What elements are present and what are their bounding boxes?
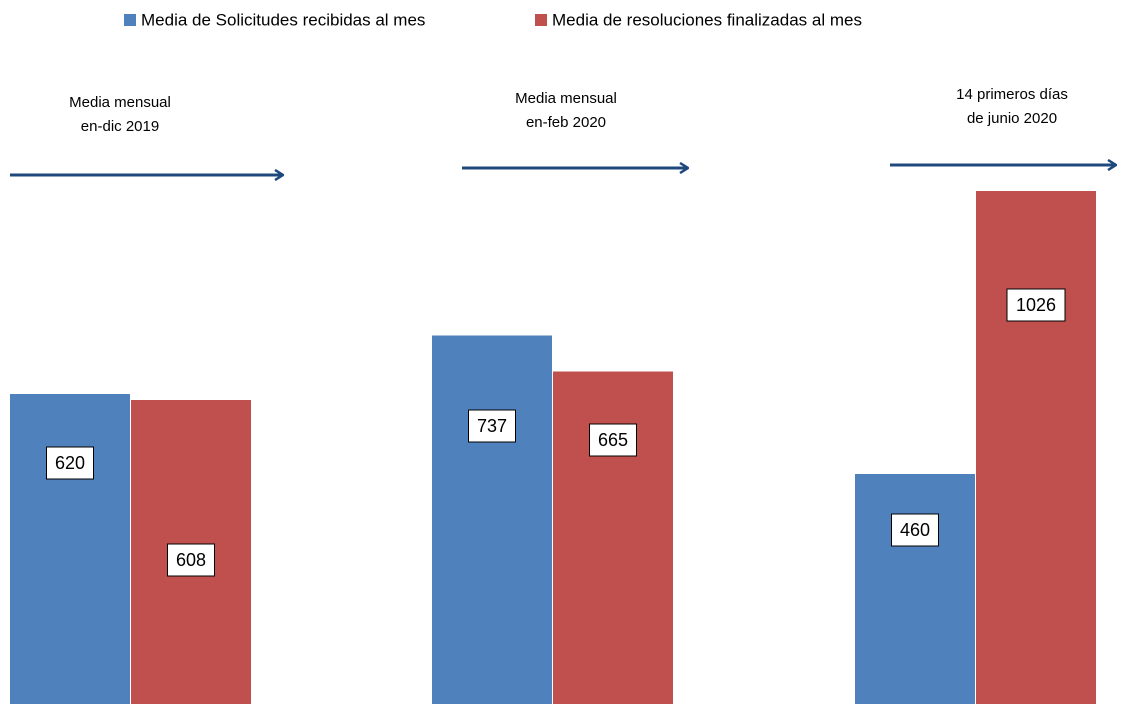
legend-label: Media de Solicitudes recibidas al mes	[141, 10, 425, 29]
data-label-box	[891, 513, 939, 547]
data-label: 1026	[1016, 295, 1056, 315]
legend-swatch	[535, 14, 547, 26]
category-label: Media mensual	[515, 90, 617, 107]
category-label: 14 primeros días	[956, 86, 1068, 103]
bar	[432, 335, 552, 704]
bar	[553, 371, 673, 704]
data-label: 620	[55, 453, 85, 473]
data-label-box	[1006, 288, 1066, 322]
category-label: en-dic 2019	[81, 118, 159, 135]
bar	[10, 394, 130, 704]
category-label: de junio 2020	[967, 110, 1057, 127]
legend-label: Media de resoluciones finalizadas al mes	[552, 10, 862, 29]
category-label: en-feb 2020	[526, 114, 606, 131]
data-label: 608	[176, 550, 206, 570]
data-label-box	[589, 423, 637, 457]
data-label: 737	[477, 416, 507, 436]
bar	[855, 474, 975, 704]
data-label-box	[167, 543, 215, 577]
legend-swatch	[124, 14, 136, 26]
category-label: Media mensual	[69, 94, 171, 111]
data-label: 460	[900, 520, 930, 540]
data-label-box	[468, 409, 516, 443]
data-label: 665	[598, 430, 628, 450]
data-label-box	[46, 446, 94, 480]
bar	[976, 191, 1096, 704]
